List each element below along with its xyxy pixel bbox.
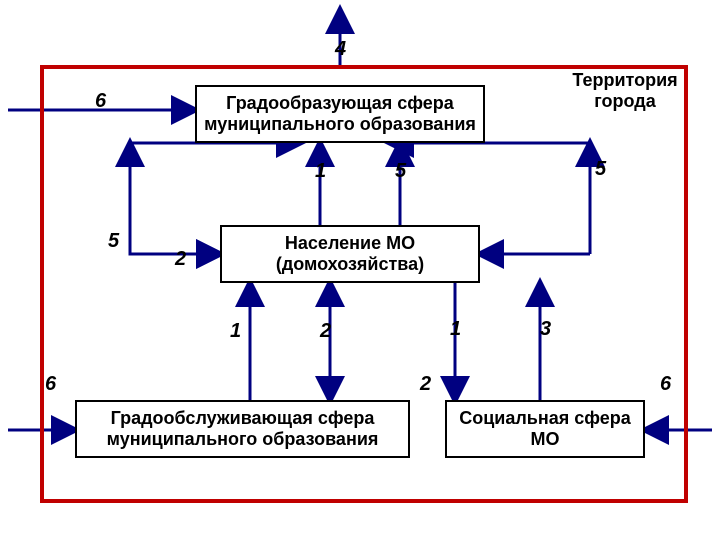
node-bottom-right: Социальная сфера МО (445, 400, 645, 458)
edge-label-5b: 5 (595, 158, 606, 181)
edge-label-1c: 1 (450, 318, 461, 341)
edge-label-1: 1 (315, 160, 326, 183)
node-top: Градообразующая сфера муниципального обр… (195, 85, 485, 143)
edge-label-3: 3 (540, 318, 551, 341)
edge-label-2c: 2 (420, 373, 431, 396)
edge-label-6a: 6 (95, 90, 106, 113)
node-bottom-left: Градообслуживающая сфера муниципального … (75, 400, 410, 458)
node-mid: Население МО (домохозяйства) (220, 225, 480, 283)
edge-label-6b: 6 (45, 373, 56, 396)
edge-label-5a: 5 (395, 160, 406, 183)
edge-label-1b: 1 (230, 320, 241, 343)
edge-label-6c: 6 (660, 373, 671, 396)
territory-label: Территория города (570, 70, 680, 112)
edge-label-2b: 2 (320, 320, 331, 343)
edge-label-4: 4 (335, 38, 346, 61)
edge-label-5c: 5 (108, 230, 119, 253)
edge-label-2a: 2 (175, 248, 186, 271)
